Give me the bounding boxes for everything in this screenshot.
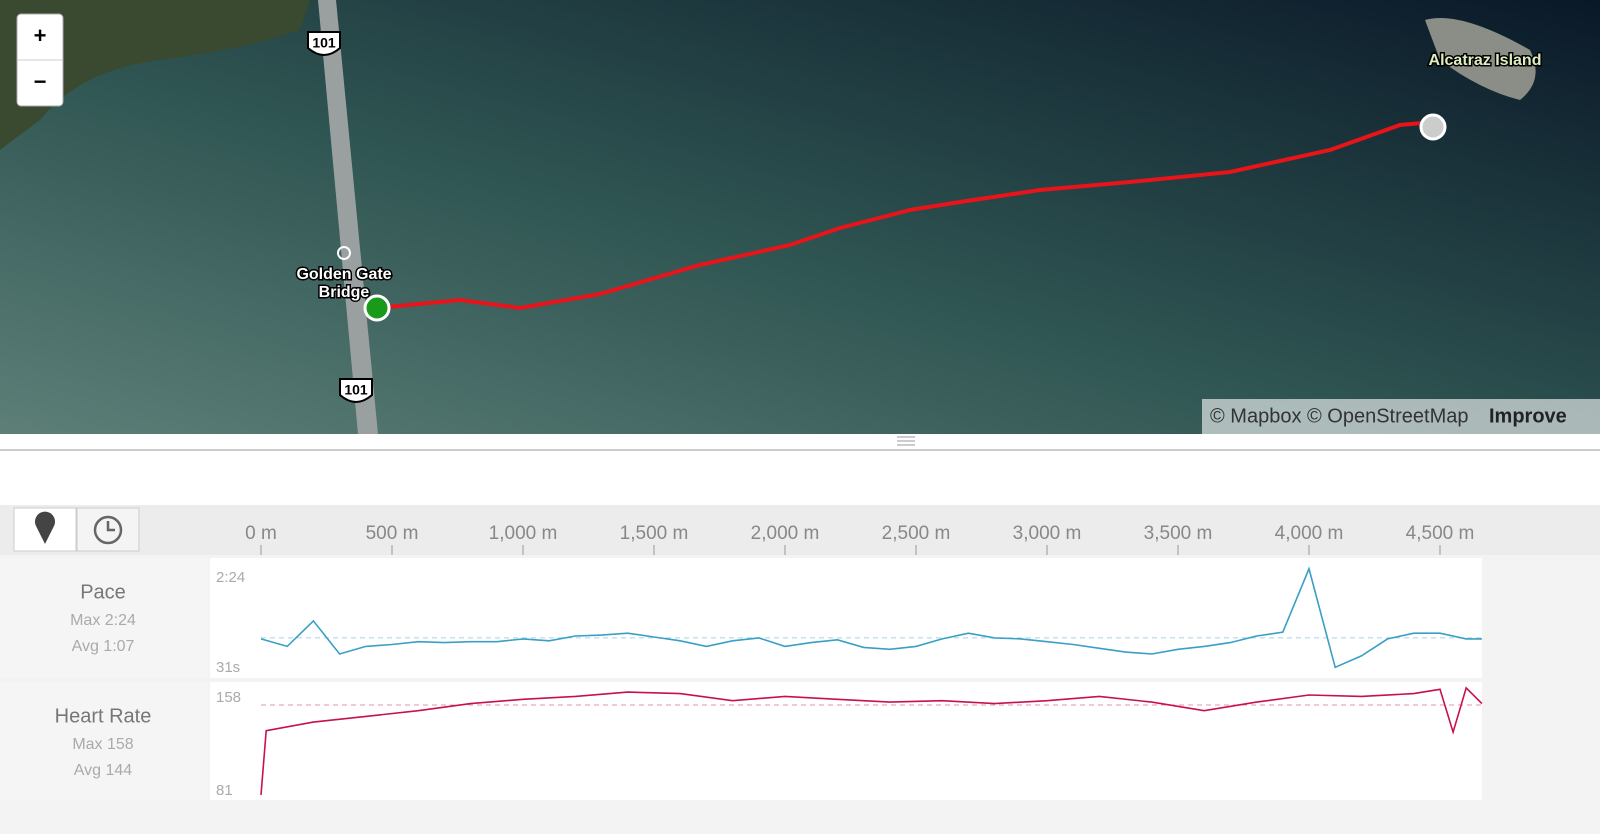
x-tick-label: 1,500 m [620, 523, 689, 544]
x-tick-label: 4,000 m [1275, 523, 1344, 544]
x-tick-label: 3,000 m [1013, 523, 1082, 544]
spacer [0, 434, 1600, 505]
x-tick-label: 2,500 m [882, 523, 951, 544]
plot-area [210, 558, 1482, 678]
attribution-link[interactable]: Improve [1489, 405, 1567, 427]
bridge [318, 0, 378, 434]
island [1425, 18, 1536, 100]
clock-hands [106, 521, 115, 532]
highway-shield [307, 31, 341, 56]
map-label: Golden Gate Bridge [296, 266, 391, 301]
route [376, 120, 1434, 311]
toolbar [0, 505, 1600, 555]
attribution: © Mapbox © OpenStreetMap [1210, 405, 1469, 427]
attribution-box [1202, 399, 1600, 434]
poi-icon [337, 246, 351, 260]
shield-label: 101 [312, 35, 336, 51]
x-tick-label: 500 m [366, 523, 419, 544]
zoom-out-button[interactable]: − [34, 69, 47, 94]
metric-title: Pace [80, 581, 126, 603]
satellite-map[interactable] [0, 0, 1600, 434]
resize-handle[interactable] [897, 436, 915, 446]
y-tick-label: 158 [216, 689, 241, 706]
x-tick-label: 1,000 m [489, 523, 558, 544]
finish-marker[interactable] [1419, 113, 1447, 141]
zoom-in-button[interactable]: + [34, 23, 47, 48]
metric-stat: Max 2:24 [70, 612, 136, 629]
data-line [260, 566, 1482, 669]
y-tick-label: 2:24 [216, 569, 245, 586]
y-tick-label: 81 [216, 782, 233, 799]
x-tick-label: 0 m [245, 523, 277, 544]
label-panel [0, 682, 208, 800]
x-tick-label: 4,500 m [1406, 523, 1475, 544]
clock-icon [93, 515, 123, 545]
x-tick-label: 2,000 m [751, 523, 820, 544]
y-tick-label: 31s [216, 659, 240, 676]
land [0, 0, 310, 150]
plot-area [210, 682, 1482, 800]
metric-stat: Avg 1:07 [72, 638, 135, 655]
metric-stat: Max 158 [72, 736, 133, 753]
map-label: Alcatraz Island [1429, 52, 1542, 69]
shield-label: 101 [344, 382, 368, 398]
x-tick-label: 3,500 m [1144, 523, 1213, 544]
highway-shield [339, 378, 373, 403]
label-panel [0, 558, 208, 678]
start-marker[interactable] [363, 294, 391, 322]
metric-stat: Avg 144 [74, 762, 133, 779]
pin-icon [35, 511, 55, 544]
metric-title: Heart Rate [55, 705, 152, 727]
data-line [260, 686, 1483, 796]
